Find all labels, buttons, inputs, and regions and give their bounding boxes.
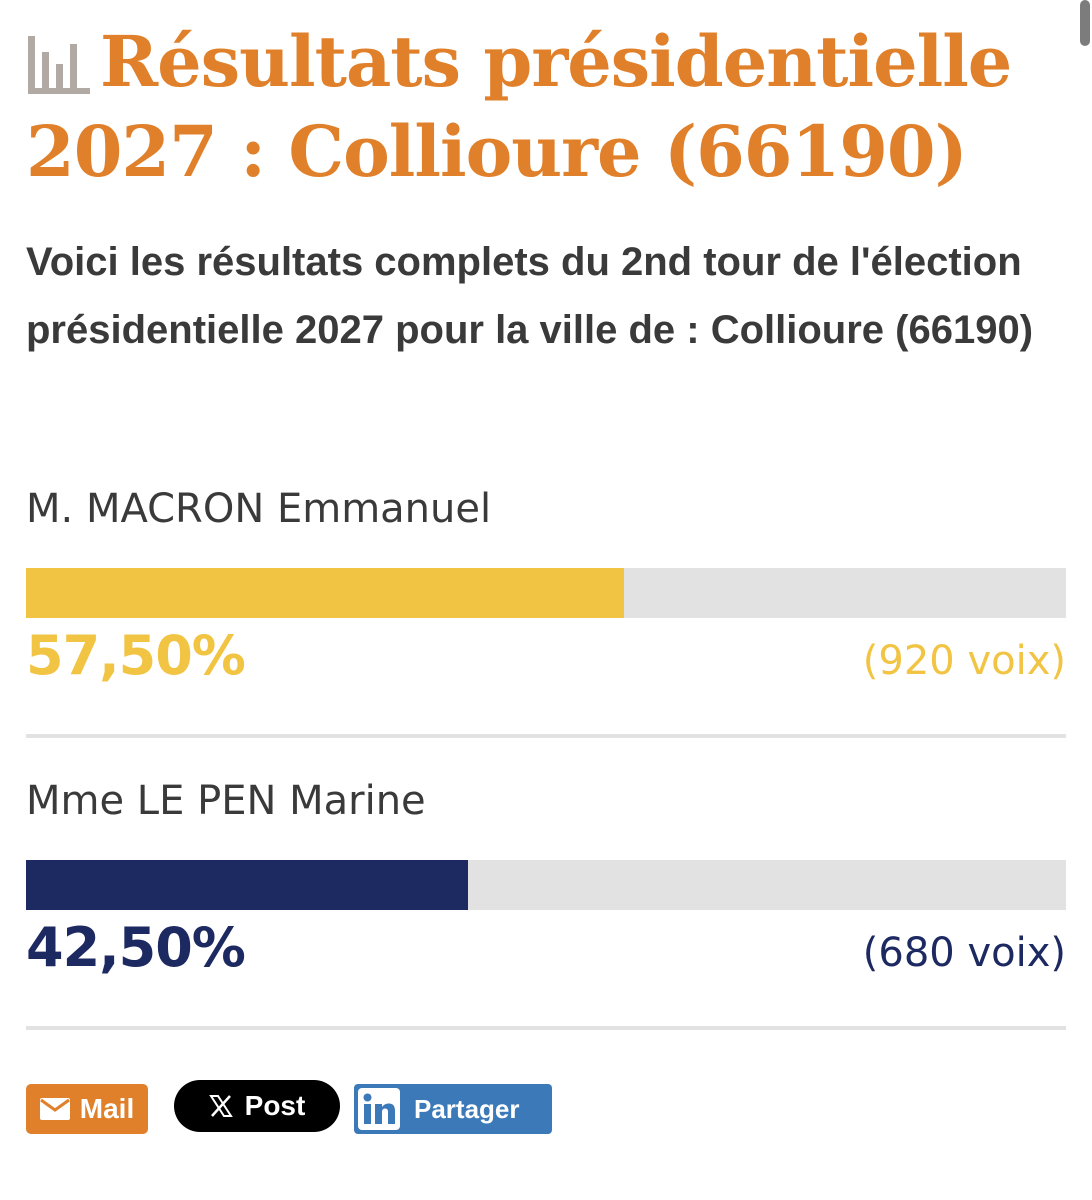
- votes-label: (680 voix): [862, 930, 1066, 976]
- result-bar-track: [26, 568, 1066, 618]
- divider: [26, 1026, 1066, 1030]
- post-label: Post: [244, 1090, 306, 1121]
- partager-label: Partager: [414, 1093, 520, 1124]
- x-post-button[interactable]: Post: [174, 1080, 340, 1132]
- mail-label: Mail: [79, 1093, 135, 1124]
- intro-text: Voici les résultats complets du 2nd tour…: [26, 240, 1034, 352]
- scrollbar[interactable]: [1080, 0, 1090, 46]
- result-bar-fill: [26, 860, 468, 910]
- bar-chart-icon: [26, 32, 92, 112]
- candidate-name: M. MACRON Emmanuel: [26, 486, 492, 532]
- result-bar-fill: [26, 568, 624, 618]
- envelope-icon: [39, 1098, 70, 1120]
- linkedin-icon: [358, 1088, 400, 1130]
- percent-label: 57,50%: [26, 624, 246, 687]
- mail-share-button[interactable]: Mail: [26, 1084, 148, 1134]
- title-text: Résultats présidentielle 2027 : Colliour…: [26, 20, 1012, 193]
- result-bar-track: [26, 860, 1066, 910]
- x-logo-icon: [208, 1094, 233, 1118]
- page-title: Résultats présidentielle 2027 : Colliour…: [26, 22, 1066, 192]
- divider: [26, 734, 1066, 738]
- candidate-name: Mme LE PEN Marine: [26, 778, 426, 824]
- percent-label: 42,50%: [26, 916, 246, 979]
- votes-label: (920 voix): [862, 638, 1066, 684]
- linkedin-share-button[interactable]: Partager: [354, 1084, 552, 1134]
